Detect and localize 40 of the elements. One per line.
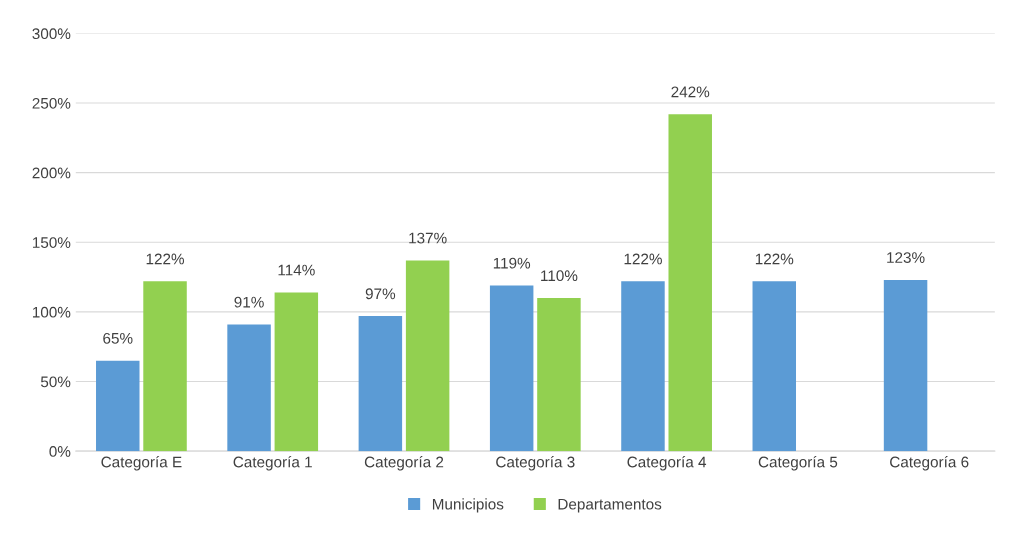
bar (537, 297, 581, 452)
x-tick-label: Categoría 2 (364, 456, 444, 471)
bar (358, 316, 403, 452)
bar (143, 281, 187, 452)
bar (668, 114, 712, 452)
x-tick-label: Categoría 6 (890, 456, 969, 471)
x-tick-label: Categoría 4 (627, 456, 707, 471)
data-label: 65% (103, 332, 133, 344)
data-label: 97% (365, 288, 396, 300)
data-label: 242% (671, 86, 710, 98)
y-tick-label: 50% (40, 376, 71, 388)
data-label: 119% (493, 257, 531, 269)
x-tick-label: Categoría 5 (758, 456, 838, 471)
y-tick-label: 300% (32, 28, 71, 40)
y-tick-label: 200% (32, 167, 71, 179)
bar (227, 324, 271, 452)
data-label: 122% (624, 253, 662, 265)
bar (405, 260, 450, 452)
y-tick-label: 0% (49, 446, 71, 457)
bar (883, 279, 928, 452)
y-tick-label: 150% (32, 237, 71, 248)
bar (96, 360, 140, 452)
legend-label: Departamentos (558, 498, 662, 513)
data-label: 123% (887, 252, 925, 263)
legend-label: Municipios (432, 498, 504, 513)
bar (752, 281, 797, 452)
data-label: 122% (146, 253, 185, 265)
x-tick-label: Categoría 1 (233, 456, 312, 471)
data-label: 110% (541, 270, 578, 282)
data-label: 137% (409, 232, 447, 244)
y-tick-label: 250% (32, 97, 71, 109)
bar (621, 281, 665, 452)
x-tick-label: Categoría 3 (496, 456, 575, 471)
y-tick-label: 100% (32, 306, 71, 318)
data-label: 114% (278, 264, 315, 276)
x-tick-label: Categoría E (101, 456, 182, 471)
bar (274, 292, 319, 452)
bar (489, 285, 534, 452)
data-label: 91% (234, 296, 264, 308)
data-label: 122% (755, 253, 794, 265)
